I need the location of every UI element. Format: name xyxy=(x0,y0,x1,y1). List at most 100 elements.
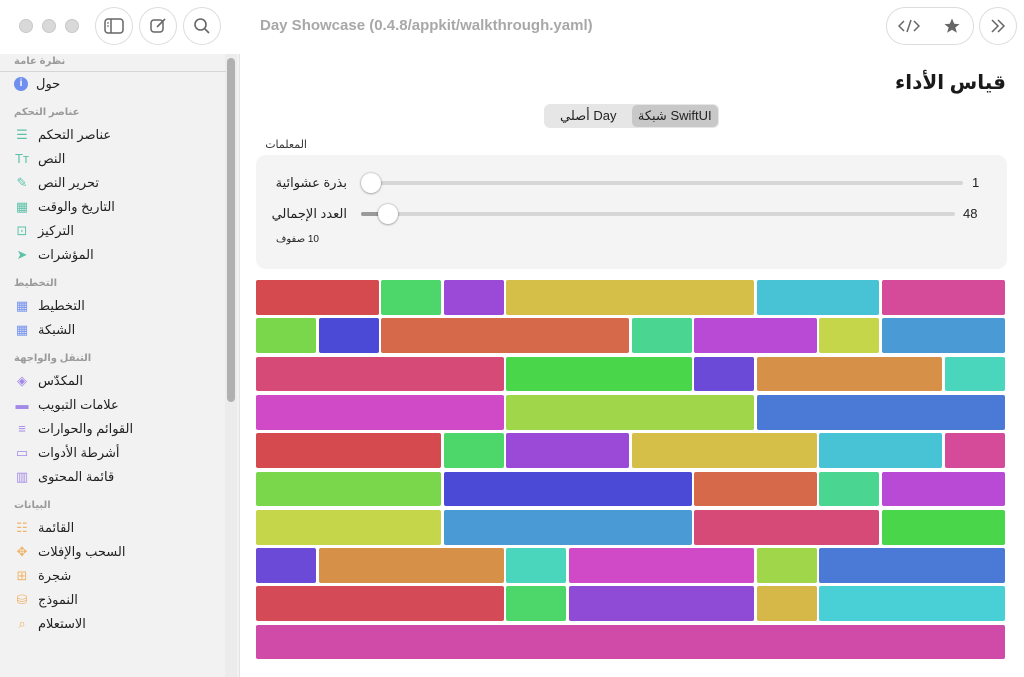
sidebar-item[interactable]: ▦ التاريخ والوقت xyxy=(14,196,115,218)
window-title: Day Showcase (0.4.8/appkit/walkthrough.y… xyxy=(260,17,593,34)
grid-cell xyxy=(506,356,692,392)
search-button[interactable] xyxy=(183,7,221,45)
sidebar-item-label: المؤشرات xyxy=(38,247,94,262)
sidebar-item[interactable]: ⊡ التركيز xyxy=(14,220,74,242)
sliders-icon: ☰ xyxy=(16,127,28,142)
grid-cell xyxy=(506,586,567,622)
sidebar-section-header: نظرة عامة xyxy=(14,56,66,67)
sidebar-item[interactable]: ▭ أشرطة الأدوات xyxy=(14,442,120,464)
grid-cell xyxy=(819,433,943,468)
stack-icon: ◈ xyxy=(17,373,27,388)
expand-inspector-button[interactable] xyxy=(979,7,1017,45)
grid-cell xyxy=(381,318,630,354)
list-icon: ☷ xyxy=(16,520,28,535)
segment-swiftui-grid[interactable]: شبكة SwiftUI xyxy=(631,105,718,127)
edit-document-icon: ✎ xyxy=(16,175,28,190)
grid-cell xyxy=(381,280,442,315)
compose-button[interactable] xyxy=(139,7,177,45)
sidebar-item-label: التركيز xyxy=(38,223,74,238)
compose-icon xyxy=(150,18,166,33)
grid-cell xyxy=(506,433,630,468)
grid-cell xyxy=(882,280,1005,315)
sidebar-item-label: الاستعلام xyxy=(38,616,86,631)
layout-grid-icon: ▦ xyxy=(15,298,29,313)
star-icon xyxy=(944,18,959,33)
minimize-window-button[interactable] xyxy=(42,19,56,33)
grid-cell xyxy=(694,471,817,507)
grid-cell xyxy=(882,471,1005,507)
total-count-slider-fill xyxy=(361,212,389,216)
seed-slider[interactable] xyxy=(361,173,963,193)
sidebar-item[interactable]: ✎ تحرير النص xyxy=(14,172,99,194)
sidebar-item-label: القوائم والحوارات xyxy=(38,421,134,436)
grid-cell xyxy=(882,509,1005,545)
sidebar-item-label: السحب والإفلات xyxy=(38,544,126,559)
grid-cell xyxy=(318,548,504,583)
grid-cell xyxy=(443,433,504,468)
action-pill xyxy=(886,7,974,45)
grid-cell xyxy=(443,509,692,545)
grid-cell xyxy=(443,471,692,507)
grid-cell xyxy=(256,356,504,392)
database-icon: ⛁ xyxy=(16,592,28,607)
grid-cell xyxy=(882,318,1005,354)
grid-cell xyxy=(506,280,755,315)
grid-cell xyxy=(256,318,317,354)
sidebar-item-label: التاريخ والوقت xyxy=(38,199,115,214)
sidebar-item-label: الشبكة xyxy=(38,322,76,337)
sidebar-item-label: شجرة xyxy=(38,568,72,583)
grid-cell xyxy=(506,548,567,583)
sidebar: نظرة عامة i حول عناصر التحكم ☰ عناصر التحكم Tт… xyxy=(0,54,240,677)
pointer-icon: ➤ xyxy=(16,247,28,262)
search-icon xyxy=(194,18,210,34)
params-panel: بذرة عشوائية 1 العدد الإجمالي 48 10 صفوف xyxy=(256,155,1007,269)
grid-cell xyxy=(694,356,755,392)
sidebar-item[interactable]: ▦ الشبكة xyxy=(14,319,75,341)
code-icon xyxy=(897,19,920,33)
grid-cell xyxy=(256,471,442,507)
close-window-button[interactable] xyxy=(19,19,33,33)
toggle-sidebar-button[interactable] xyxy=(95,7,133,45)
grid-cell xyxy=(318,318,379,354)
total-count-label: العدد الإجمالي xyxy=(271,206,347,221)
text-icon: Tт xyxy=(15,151,29,166)
sidebar-item[interactable]: ▥ قائمة المحتوى xyxy=(14,466,114,488)
page-title: قياس الأداء xyxy=(894,72,1006,94)
sidebar-section-header: البيانات xyxy=(14,500,51,511)
sidebar-item[interactable]: ☰ عناصر التحكم xyxy=(14,124,111,146)
move-arrows-icon: ✥ xyxy=(16,544,28,559)
sidebar-item[interactable]: ⌕ الاستعلام xyxy=(14,613,86,635)
sidebar-item-label: حول xyxy=(36,76,61,91)
grid-cell xyxy=(506,394,755,430)
info-icon: i xyxy=(14,77,28,91)
zoom-window-button[interactable] xyxy=(65,19,79,33)
code-button[interactable] xyxy=(887,8,930,44)
sidebar-item[interactable]: ☷ القائمة xyxy=(14,517,74,539)
total-count-slider-knob[interactable] xyxy=(378,204,399,224)
sidebar-item[interactable]: ➤ المؤشرات xyxy=(14,244,94,266)
sidebar-item[interactable]: ⊞ شجرة xyxy=(14,565,72,587)
grid-cell xyxy=(443,280,504,315)
sidebar-scrollbar[interactable] xyxy=(227,58,235,402)
grid-cell xyxy=(756,356,943,392)
grid-cell xyxy=(756,394,1005,430)
sidebar-item[interactable]: i حول xyxy=(14,73,60,95)
columns-icon: ▥ xyxy=(15,469,29,484)
seed-slider-knob[interactable] xyxy=(361,173,381,193)
grid-cell xyxy=(256,548,317,583)
sidebar-item[interactable]: ▬ علامات التبويب xyxy=(14,394,119,416)
implementation-segmented-control: أصلي Day شبكة SwiftUI xyxy=(544,104,719,128)
calendar-icon: ▦ xyxy=(15,199,29,214)
total-count-slider[interactable] xyxy=(361,204,955,224)
sidebar-item[interactable]: Tт النص xyxy=(14,148,65,170)
segment-native-day[interactable]: أصلي Day xyxy=(559,108,617,123)
magnifier-icon: ⌕ xyxy=(18,616,26,631)
sidebar-item[interactable]: ⛁ النموذج xyxy=(14,589,78,611)
sidebar-item[interactable]: ▦ التخطيط xyxy=(14,295,85,317)
favorite-button[interactable] xyxy=(930,8,973,44)
sidebar-item[interactable]: ◈ المكدّس xyxy=(14,370,83,392)
sidebar-item[interactable]: ✥ السحب والإفلات xyxy=(14,541,126,563)
sidebar-item-label: قائمة المحتوى xyxy=(38,469,115,484)
sidebar-item[interactable]: ≡ القوائم والحوارات xyxy=(14,418,133,440)
title-bar: Day Showcase (0.4.8/appkit/walkthrough.y… xyxy=(0,0,1024,54)
